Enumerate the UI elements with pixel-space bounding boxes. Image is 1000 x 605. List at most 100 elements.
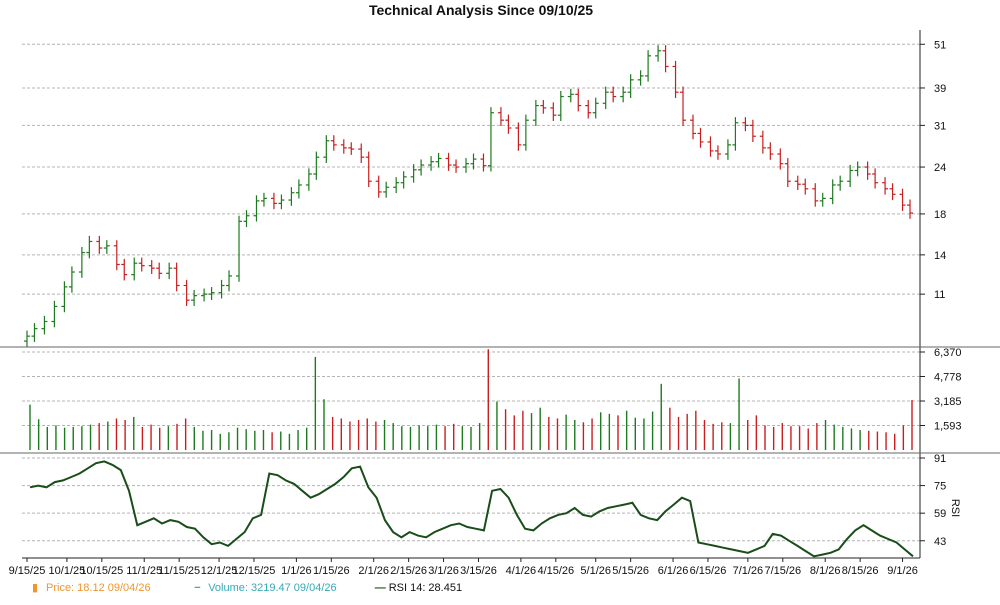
x-tick-label: 9/1/26: [887, 565, 918, 577]
price-bar: [732, 117, 739, 151]
volume-tick-label: 1,593: [934, 420, 962, 432]
price-bar: [637, 70, 644, 86]
price-bar: [907, 199, 914, 219]
x-tick-label: 4/15/26: [537, 565, 574, 577]
price-bar: [627, 74, 634, 99]
rsi-tick-label: 43: [934, 536, 946, 548]
x-tick-label: 8/1/26: [810, 565, 841, 577]
x-tick-label: 9/15/25: [9, 565, 46, 577]
price-bar: [453, 159, 460, 173]
x-tick-label: 3/15/26: [460, 565, 497, 577]
price-bar: [31, 323, 38, 342]
legend-label: Volume: 3219.47 09/04/26: [208, 582, 336, 594]
price-bar: [288, 187, 295, 206]
price-bar: [68, 266, 75, 293]
price-bar: [540, 99, 547, 114]
legend-marker: −: [194, 582, 200, 594]
price-bar: [882, 177, 889, 195]
price-bar: [86, 235, 93, 259]
price-bar: [550, 102, 557, 121]
volume-panel: [29, 349, 913, 450]
price-bar: [864, 161, 871, 180]
x-tick-label: 6/15/26: [690, 565, 727, 577]
price-bar: [131, 257, 138, 281]
price-bar: [51, 300, 58, 328]
price-bar: [777, 148, 784, 170]
price-bar: [829, 179, 836, 205]
legend-marker: ▮: [32, 582, 38, 594]
legend-label: RSI 14: 28.451: [389, 582, 462, 594]
x-tick-label: 10/15/25: [80, 565, 123, 577]
price-bar: [812, 183, 819, 207]
price-tick-label: 24: [934, 162, 946, 174]
price-bar: [78, 246, 85, 278]
chart-title: Technical Analysis Since 09/10/25: [369, 2, 593, 18]
rsi-tick-label: 59: [934, 508, 946, 520]
price-bar: [655, 45, 662, 62]
price-bar: [487, 107, 494, 172]
price-bar: [61, 281, 68, 313]
grid-lines: [22, 43, 920, 542]
price-bar: [166, 262, 173, 280]
price-panel: [23, 45, 914, 347]
x-tick-label: 11/15/25: [158, 565, 200, 577]
price-tick-label: 51: [934, 39, 946, 51]
price-bar: [23, 330, 30, 347]
price-bar: [253, 195, 260, 222]
rsi-line: [29, 460, 914, 558]
x-tick-label: 3/1/26: [428, 565, 459, 577]
x-tick-label: 12/1/25: [201, 565, 238, 577]
price-bar: [226, 270, 233, 292]
price-bar: [358, 143, 365, 163]
price-bar: [208, 287, 215, 300]
legend-item: ▮ Price: 18.12 09/04/26: [32, 582, 151, 594]
price-bar: [889, 183, 896, 201]
price-bar: [243, 210, 250, 228]
axes: 11 14 18 24 31 39 51 1,593 3,185 4,778 6,370 43 59 75…: [0, 30, 1000, 577]
legend-item: − Volume: 3219.47 09/04/26: [194, 582, 336, 594]
price-bar: [470, 153, 477, 170]
price-bar: [218, 279, 225, 299]
price-bar: [742, 117, 749, 132]
price-bar: [557, 90, 564, 121]
price-bar: [480, 153, 487, 172]
price-bar: [365, 151, 372, 188]
price-bar: [428, 156, 435, 171]
price-bar: [532, 99, 539, 126]
x-tick-label: 1/1/26: [281, 565, 312, 577]
x-tick-label: 5/1/26: [580, 565, 611, 577]
price-bar: [749, 119, 756, 143]
price-bar: [383, 181, 390, 198]
price-bar: [201, 288, 208, 302]
price-bar: [645, 50, 652, 82]
legend-label: Price: 18.12 09/04/26: [46, 582, 151, 594]
price-bar: [393, 177, 400, 194]
price-bar: [156, 262, 163, 280]
price-bar: [759, 130, 766, 154]
x-tick-label: 2/1/26: [358, 565, 389, 577]
price-bar: [724, 139, 731, 160]
rsi-axis-label: RSI: [949, 499, 961, 517]
price-tick-label: 11: [934, 289, 945, 301]
x-tick-label: 10/1/25: [49, 565, 86, 577]
x-tick-label: 12/15/25: [233, 565, 276, 577]
price-bar: [305, 168, 312, 191]
price-bar: [697, 127, 704, 148]
rsi-tick-label: 91: [934, 453, 946, 465]
price-bar: [410, 164, 417, 183]
price-bar: [854, 161, 861, 177]
price-bar: [567, 88, 574, 103]
price-bar: [138, 257, 145, 272]
price-bar: [680, 86, 687, 126]
price-bar: [794, 175, 801, 191]
price-bar: [620, 86, 627, 103]
price-bar: [260, 192, 267, 207]
price-bar: [515, 122, 522, 151]
x-tick-label: 2/15/26: [390, 565, 427, 577]
legend-item: — RSI 14: 28.451: [375, 582, 462, 594]
price-bar: [183, 279, 190, 306]
price-tick-label: 39: [934, 83, 946, 95]
legend-marker: —: [375, 582, 386, 594]
price-bar: [191, 290, 198, 306]
